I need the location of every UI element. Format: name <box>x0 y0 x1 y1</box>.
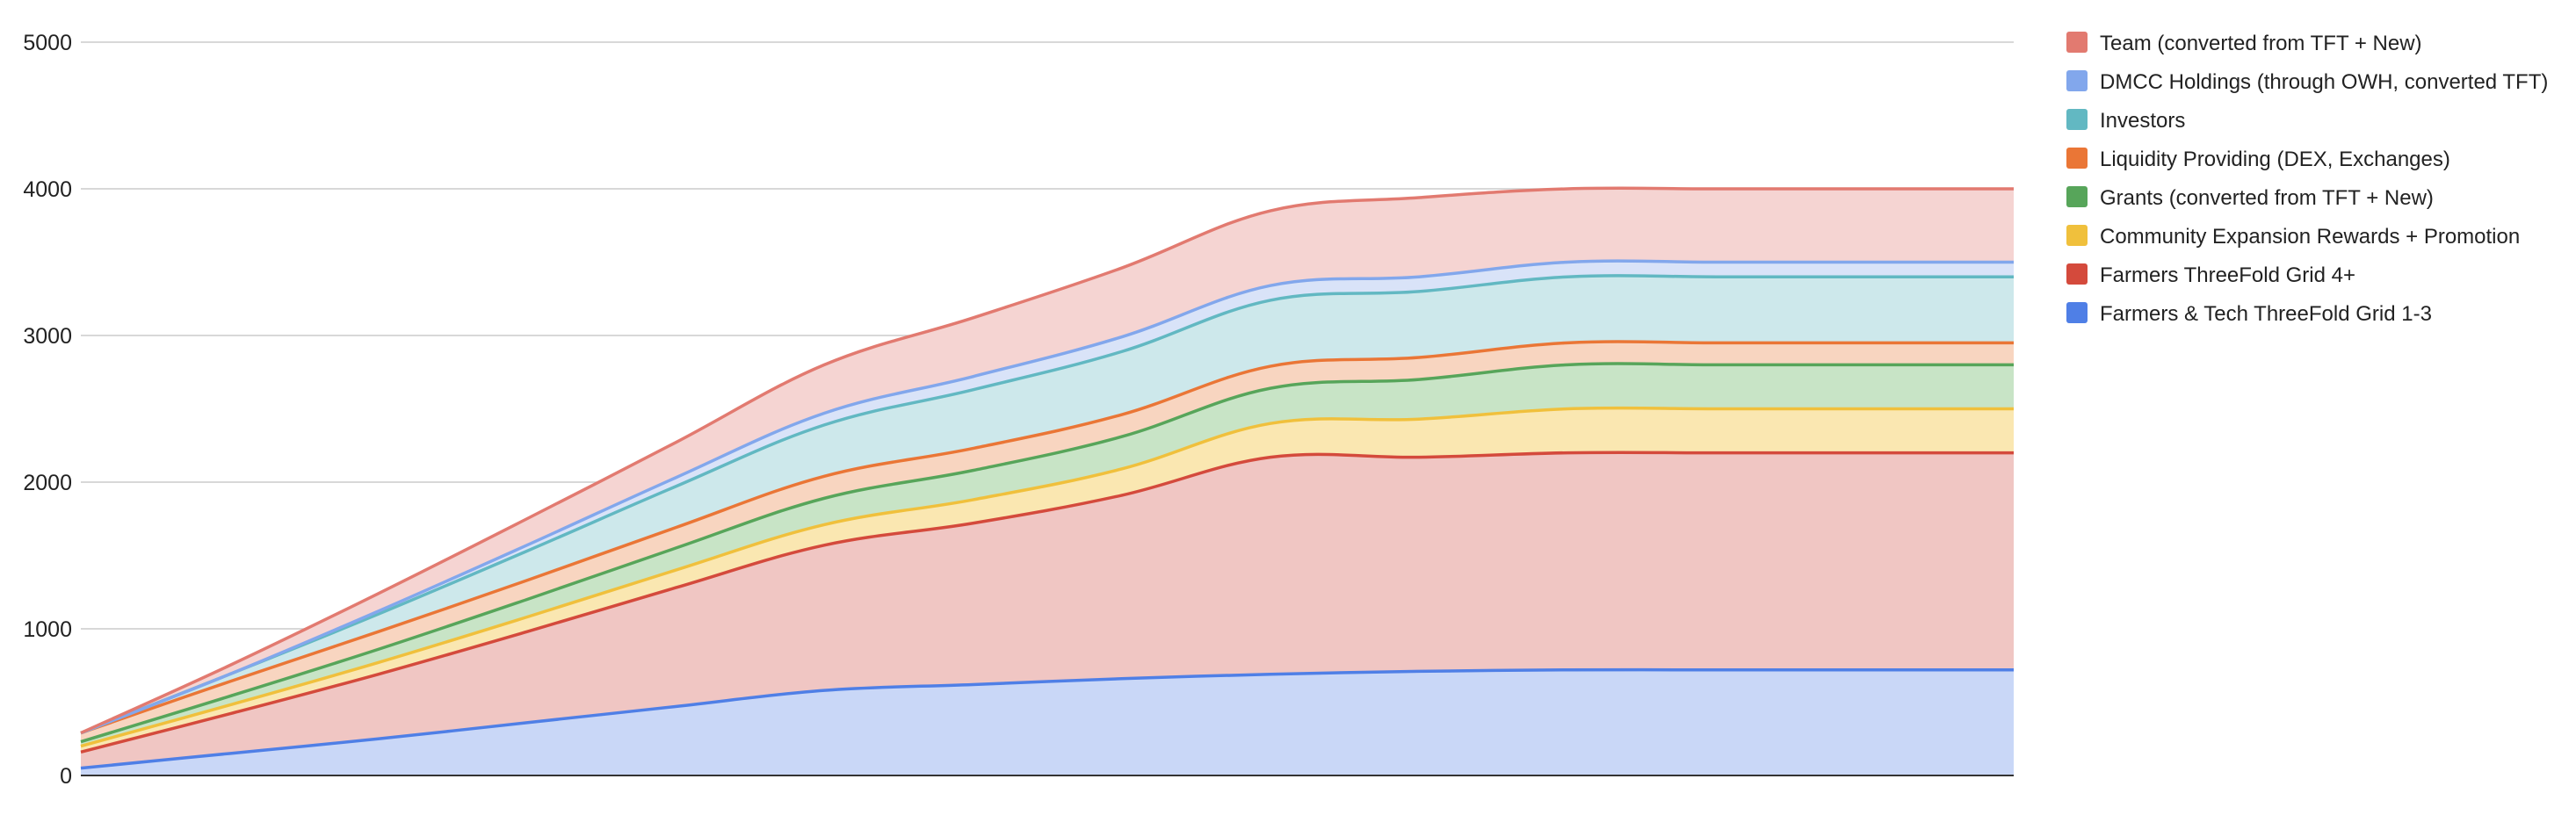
legend-swatch <box>2066 302 2088 323</box>
legend-label: DMCC Holdings (through OWH, converted TF… <box>2100 70 2548 94</box>
line-series-5 <box>80 274 2014 735</box>
line-series-1 <box>80 451 2014 754</box>
area-series-7 <box>81 188 2014 733</box>
area-series-3 <box>81 364 2014 746</box>
series-areas <box>81 188 2014 775</box>
line-series-7 <box>80 186 2014 735</box>
legend-label: Grants (converted from TFT + New) <box>2100 186 2434 210</box>
area-series-1 <box>81 452 2014 768</box>
legend-swatch <box>2066 109 2088 130</box>
area-series-2 <box>81 408 2014 753</box>
line-series-3 <box>80 362 2014 744</box>
y-tick-label: 5000 <box>23 31 72 55</box>
area-series-0 <box>81 669 2014 775</box>
y-tick-label: 4000 <box>23 177 72 202</box>
legend: Team (converted from TFT + New) DMCC Hold… <box>2066 32 2548 326</box>
area-series-5 <box>81 275 2014 733</box>
line-series-6 <box>80 259 2014 735</box>
legend-label: Farmers & Tech ThreeFold Grid 1-3 <box>2100 302 2432 326</box>
line-series-4 <box>80 340 2014 735</box>
legend-label: Community Expansion Rewards + Promotion <box>2100 225 2520 249</box>
legend-swatch <box>2066 186 2088 207</box>
legend-swatch <box>2066 225 2088 246</box>
line-series-2 <box>80 406 2014 748</box>
y-tick-label: 3000 <box>23 324 72 349</box>
legend-swatch <box>2066 32 2088 53</box>
line-series-0 <box>80 667 2014 770</box>
y-tick-label: 0 <box>60 764 72 789</box>
legend-label: Farmers ThreeFold Grid 4+ <box>2100 263 2355 287</box>
legend-swatch <box>2066 148 2088 169</box>
legend-swatch <box>2066 70 2088 91</box>
y-axis: 0 1000 2000 3000 4000 5000 <box>23 31 2014 789</box>
series-lines <box>80 186 2014 770</box>
y-tick-label: 2000 <box>23 471 72 495</box>
legend-label: Liquidity Providing (DEX, Exchanges) <box>2100 148 2450 171</box>
legend-swatch <box>2066 263 2088 285</box>
y-tick-label: 1000 <box>23 617 72 642</box>
legend-label: Team (converted from TFT + New) <box>2100 32 2422 55</box>
legend-label: Investors <box>2100 109 2185 133</box>
